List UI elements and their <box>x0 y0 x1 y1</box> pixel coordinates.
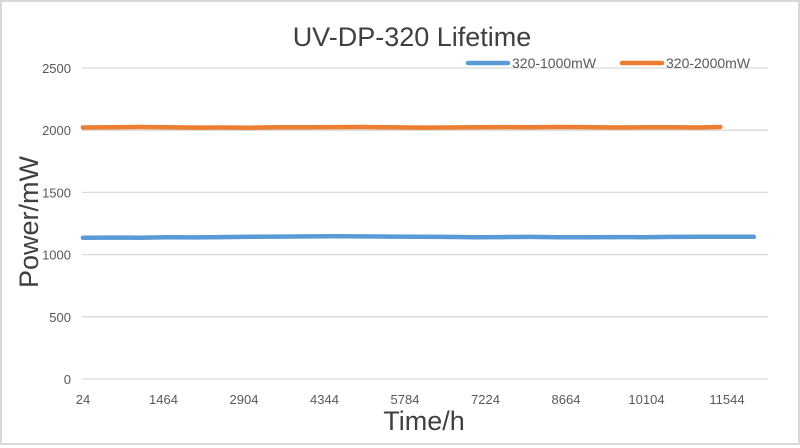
data-point <box>108 125 114 130</box>
data-point <box>248 234 253 240</box>
data-point <box>528 234 533 240</box>
data-point <box>583 124 589 130</box>
data-point <box>108 235 114 240</box>
data-point <box>472 234 477 240</box>
chart-title: UV-DP-320 Lifetime <box>293 22 532 52</box>
data-point <box>639 125 645 130</box>
data-point <box>360 234 365 239</box>
data-point <box>220 234 225 240</box>
x-tick-label: 5784 <box>391 392 420 407</box>
x-axis-label: Time/h <box>383 406 465 436</box>
data-point <box>555 124 561 130</box>
data-point <box>136 235 142 240</box>
data-point <box>304 125 309 130</box>
data-point <box>136 124 142 130</box>
x-tick-label: 1464 <box>149 392 178 407</box>
data-point <box>80 235 86 241</box>
x-tick-label: 24 <box>76 392 90 407</box>
legend-label: 320-1000mW <box>512 55 597 71</box>
y-axis-label: Power/mW <box>14 155 44 288</box>
data-point <box>718 124 723 130</box>
data-point <box>472 125 477 130</box>
data-point <box>164 125 170 130</box>
data-point <box>192 125 198 130</box>
data-point <box>555 234 561 240</box>
x-tick-label: 8664 <box>552 392 581 407</box>
data-point <box>751 234 757 240</box>
data-point <box>388 125 393 130</box>
data-point <box>360 124 365 130</box>
line-chart: UV-DP-320 Lifetime Power/mW Time/h 0 500 1… <box>14 22 768 436</box>
y-tick-label: 500 <box>49 310 71 325</box>
data-point <box>500 124 505 130</box>
data-point <box>332 234 337 239</box>
data-point <box>611 125 617 130</box>
data-point <box>667 125 673 130</box>
data-point <box>611 234 617 240</box>
data-point <box>667 234 673 240</box>
data-point <box>192 235 198 240</box>
y-tick-label: 0 <box>64 372 71 387</box>
data-point <box>416 234 421 240</box>
data-point <box>444 125 449 130</box>
data-point <box>500 234 505 240</box>
x-tick-label: 2904 <box>230 392 259 407</box>
data-point <box>723 234 729 239</box>
series-line-320-2000mW <box>80 124 723 130</box>
x-tick-label: 10104 <box>628 392 664 407</box>
data-point <box>332 124 337 130</box>
data-point <box>220 125 225 130</box>
data-point <box>695 125 701 130</box>
legend-label: 320-2000mW <box>666 55 751 71</box>
data-point <box>276 125 281 130</box>
y-tick-label: 1000 <box>42 248 71 263</box>
data-point <box>304 234 309 239</box>
data-point <box>639 234 645 240</box>
x-tick-label: 11544 <box>709 392 744 407</box>
data-point <box>416 125 421 130</box>
y-tick-label: 1500 <box>42 185 71 200</box>
data-point <box>583 235 589 240</box>
data-point <box>388 234 393 239</box>
x-tick-label: 7224 <box>471 392 500 407</box>
data-point <box>444 234 449 240</box>
y-tick-label: 2000 <box>42 123 71 138</box>
data-point <box>164 235 170 240</box>
data-point <box>276 234 281 239</box>
data-point <box>695 234 701 240</box>
x-tick-label: 4344 <box>310 392 339 407</box>
data-point <box>248 125 253 130</box>
y-tick-label: 2500 <box>42 61 71 76</box>
data-point <box>528 125 533 130</box>
data-point <box>80 125 86 130</box>
